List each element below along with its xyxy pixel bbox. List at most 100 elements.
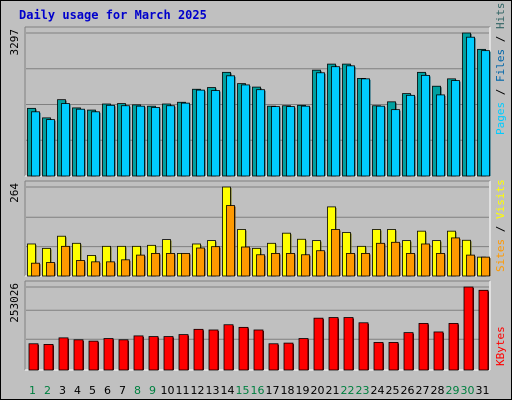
legend-sites: Sites [494,239,507,272]
bar-sites-day-23 [361,253,370,277]
bar-files-day-1 [31,111,40,177]
bar-kbytes-day-26 [403,332,414,371]
bar-kbytes-day-27 [418,323,429,371]
bar-files-day-17 [271,106,280,177]
bar-sites-day-5 [91,261,100,277]
bar-files-day-24 [376,105,385,177]
bar-files-day-8 [136,105,145,177]
bar-files-day-15 [241,84,250,177]
day-label-4: 4 [74,384,81,397]
bar-files-day-13 [211,90,220,177]
bar-files-day-18 [286,106,295,177]
day-label-8: 8 [134,384,141,397]
day-label-22: 22 [341,384,355,397]
bar-files-day-6 [106,104,115,177]
bar-files-day-9 [151,107,160,177]
bar-kbytes-day-2 [43,344,54,371]
bar-sites-day-22 [346,253,355,277]
bar-files-day-12 [196,89,205,177]
bar-kbytes-day-1 [28,343,39,371]
bar-sites-day-30 [466,254,475,277]
day-label-25: 25 [386,384,400,397]
legend-separator: / [494,219,507,239]
day-label-18: 18 [281,384,295,397]
panel-bottom-max-label: 253026 [8,283,21,323]
bar-kbytes-day-6 [103,338,114,371]
bar-sites-day-14 [226,205,235,277]
bar-files-day-5 [91,111,100,177]
bar-kbytes-day-9 [148,336,159,371]
bar-files-day-25 [391,109,400,177]
bar-files-day-20 [316,72,325,177]
day-label-20: 20 [311,384,325,397]
bar-files-day-2 [46,119,55,177]
legend-separator: / [494,29,507,49]
day-label-3: 3 [59,384,66,397]
bar-files-day-4 [76,108,85,177]
panel-top-legend: Pages / Files / Hits [494,3,507,136]
bar-sites-day-8 [136,254,145,277]
bar-kbytes-day-19 [298,338,309,371]
bar-kbytes-day-13 [208,329,219,371]
bar-sites-day-6 [106,261,115,277]
panel-bottom-legend: KBytes [494,326,507,366]
bar-sites-day-3 [61,245,70,277]
bar-kbytes-day-14 [223,324,234,371]
bar-sites-day-29 [451,237,460,277]
bar-kbytes-day-28 [433,331,444,371]
day-label-29: 29 [446,384,460,397]
day-label-9: 9 [149,384,156,397]
bar-kbytes-day-12 [193,328,204,371]
bar-sites-day-25 [391,241,400,277]
legend-kbytes: KBytes [494,326,507,366]
bar-files-day-7 [121,105,130,177]
bar-sites-day-10 [166,253,175,277]
day-label-24: 24 [371,384,385,397]
bar-files-day-28 [436,94,445,177]
bar-kbytes-day-29 [448,323,459,371]
bar-kbytes-day-25 [388,342,399,371]
day-label-13: 13 [206,384,220,397]
day-label-30: 30 [461,384,475,397]
day-label-26: 26 [401,384,415,397]
bar-sites-day-18 [286,253,295,277]
day-label-23: 23 [356,384,370,397]
bar-kbytes-day-17 [268,343,279,371]
bar-sites-day-9 [151,253,160,277]
bar-kbytes-day-8 [133,335,144,371]
bar-sites-day-4 [76,260,85,277]
bar-files-day-16 [256,89,265,177]
bar-kbytes-day-5 [88,340,99,371]
day-label-10: 10 [161,384,175,397]
bar-sites-day-20 [316,250,325,277]
day-label-12: 12 [191,384,205,397]
day-label-28: 28 [431,384,445,397]
day-label-17: 17 [266,384,280,397]
bar-files-day-19 [301,105,310,177]
day-label-21: 21 [326,384,340,397]
bar-kbytes-day-23 [358,322,369,371]
bar-sites-day-28 [436,253,445,277]
day-label-16: 16 [251,384,265,397]
legend-pages: Pages [494,102,507,135]
bar-sites-day-13 [211,246,220,277]
bar-sites-day-15 [241,246,250,277]
bar-files-day-27 [421,74,430,177]
panel-middle-legend: Sites / Visits [494,179,507,272]
legend-hits: Hits [494,3,507,30]
bar-kbytes-day-10 [163,336,174,371]
day-label-5: 5 [89,384,96,397]
day-label-11: 11 [176,384,190,397]
bar-kbytes-day-21 [328,317,339,371]
bar-kbytes-day-30 [463,286,474,371]
bar-sites-day-31 [481,256,490,277]
chart-title: Daily usage for March 2025 [19,8,207,22]
bar-sites-day-27 [421,243,430,277]
bar-files-day-23 [361,78,370,177]
legend-files: Files [494,49,507,82]
bar-kbytes-day-24 [373,342,384,371]
day-label-7: 7 [119,384,126,397]
bar-kbytes-day-15 [238,326,249,371]
bar-sites-day-1 [31,262,40,277]
